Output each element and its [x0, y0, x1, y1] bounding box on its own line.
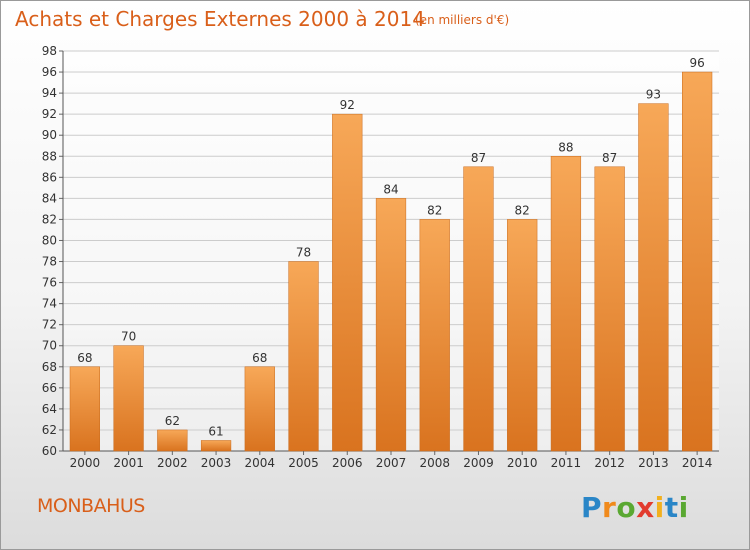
bar-2002: [157, 429, 188, 452]
x-tick-label-2007: 2007: [376, 456, 407, 470]
y-tick-label: 74: [42, 297, 57, 311]
bar-2009: [463, 166, 494, 452]
data-label-2009: 87: [471, 151, 486, 165]
bar-2014: [682, 71, 713, 452]
x-tick-label-2010: 2010: [507, 456, 538, 470]
data-label-2013: 93: [646, 88, 661, 102]
y-tick-label: 80: [42, 233, 57, 247]
y-tick-label: 60: [42, 444, 57, 458]
y-tick-label: 70: [42, 339, 57, 353]
x-tick-label-2009: 2009: [463, 456, 494, 470]
x-tick-label-2012: 2012: [594, 456, 625, 470]
bar-2007: [375, 198, 407, 452]
bar-2013: [638, 103, 669, 452]
y-tick-label: 94: [42, 86, 57, 100]
bar-2008: [419, 219, 450, 452]
data-label-2004: 68: [252, 351, 267, 365]
x-tick-label-2013: 2013: [638, 456, 669, 470]
data-label-2011: 88: [558, 140, 573, 154]
data-label-2008: 82: [427, 203, 442, 217]
y-tick-label: 84: [42, 191, 57, 205]
data-label-2006: 92: [340, 98, 355, 112]
y-tick-label: 72: [42, 318, 57, 332]
bar-2012: [594, 166, 625, 452]
chart-unit: (en milliers d'€): [415, 13, 510, 27]
data-label-2010: 82: [515, 203, 530, 217]
x-tick-label-2004: 2004: [245, 456, 276, 470]
bar-2006: [332, 113, 363, 452]
x-tick-label-2003: 2003: [201, 456, 232, 470]
data-label-2007: 84: [383, 182, 398, 196]
data-label-2002: 62: [165, 414, 180, 428]
location-label: MONBAHUS: [37, 495, 145, 517]
bar-2010: [507, 219, 538, 452]
y-tick-label: 68: [42, 360, 57, 374]
x-tick-label-2000: 2000: [70, 456, 101, 470]
bar-2001: [113, 345, 144, 452]
y-tick-label: 98: [42, 44, 57, 58]
bar-2005: [288, 261, 319, 452]
y-tick-label: 64: [42, 402, 57, 416]
y-tick-label: 86: [42, 170, 57, 184]
chart-title: Achats et Charges Externes 2000 à 2014: [15, 7, 425, 31]
data-label-2000: 68: [77, 351, 92, 365]
y-tick-label: 78: [42, 255, 57, 269]
data-label-2003: 61: [208, 424, 223, 438]
bar-2011: [550, 156, 582, 452]
x-tick-label-2006: 2006: [332, 456, 363, 470]
x-tick-label-2011: 2011: [551, 456, 582, 470]
data-label-2012: 87: [602, 151, 617, 165]
data-label-2001: 70: [121, 330, 136, 344]
y-tick-label: 90: [42, 128, 57, 142]
y-tick-label: 62: [42, 423, 57, 437]
x-tick-label-2001: 2001: [113, 456, 144, 470]
bar-2003: [200, 440, 232, 452]
data-label-2005: 78: [296, 246, 311, 260]
data-label-2014: 96: [689, 56, 704, 70]
y-tick-label: 88: [42, 149, 57, 163]
x-tick-label-2014: 2014: [682, 456, 713, 470]
y-tick-label: 82: [42, 212, 57, 226]
x-tick-label-2002: 2002: [157, 456, 188, 470]
x-tick-label-2008: 2008: [419, 456, 450, 470]
proxiti-logo: Proxiti: [581, 491, 689, 524]
y-tick-label: 76: [42, 276, 57, 290]
bar-2004: [244, 366, 275, 452]
y-tick-label: 66: [42, 381, 57, 395]
x-tick-label-2005: 2005: [288, 456, 319, 470]
y-tick-label: 92: [42, 107, 57, 121]
bar-2000: [69, 366, 100, 452]
y-tick-label: 96: [42, 65, 57, 79]
